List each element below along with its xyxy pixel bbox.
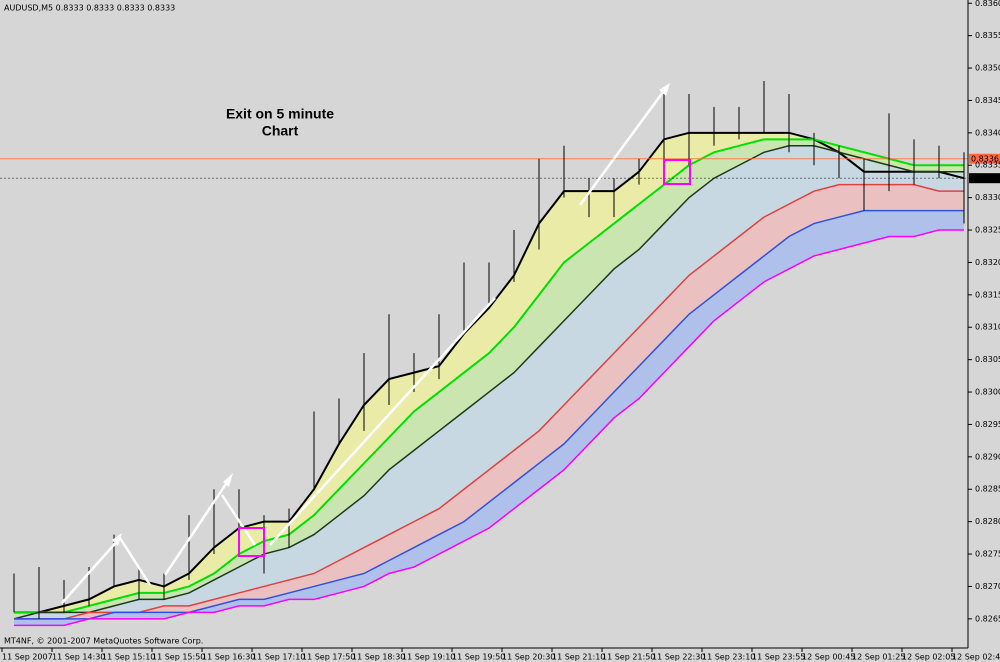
trend-arrows <box>61 87 668 604</box>
y-tick-label: 0.8335 <box>975 161 1000 170</box>
arrow-head <box>112 533 122 546</box>
y-tick-label: 0.8285 <box>975 485 1000 494</box>
x-tick-label: 11 Sep 15:50 <box>152 653 205 662</box>
x-tick-label: 11 Sep 17:50 <box>302 653 355 662</box>
x-tick-label: 11 Sep 20:30 <box>502 653 555 662</box>
overlay <box>61 83 691 604</box>
x-tick-label: 11 Sep 17:10 <box>252 653 305 662</box>
x-tick-label: 11 Sep 21:50 <box>602 653 655 662</box>
arrow-heads <box>112 83 670 546</box>
x-tick-label: 11 Sep 19:10 <box>402 653 455 662</box>
moving-average <box>14 229 964 627</box>
arrow <box>118 537 152 586</box>
moving-average <box>14 183 964 620</box>
x-tick-label: 11 Sep 19:50 <box>452 653 505 662</box>
chart-header: AUDUSD,M5 0.8333 0.8333 0.8333 0.8333 <box>4 4 175 13</box>
y-tick-label: 0.8315 <box>975 290 1000 299</box>
arrow <box>220 494 257 546</box>
annotation: Exit on 5 minute <box>226 106 334 122</box>
y-tick-label: 0.8275 <box>975 550 1000 559</box>
y-tick-label: 0.8355 <box>975 31 1000 40</box>
x-tick-label: 11 Sep 15:10 <box>102 653 155 662</box>
y-tick-label: 0.8305 <box>975 355 1000 364</box>
x-tick-label: 11 Sep 18:30 <box>352 653 405 662</box>
x-tick-label: 12 Sep 02:45 <box>952 653 1000 662</box>
y-tick-label: 0.8295 <box>975 420 1000 429</box>
price-label: 0.8336 <box>971 154 999 163</box>
annotation: Chart <box>262 123 299 139</box>
price-label: 0.8333 <box>971 174 999 183</box>
x-tick-label: 11 Sep 23:55 <box>752 653 805 662</box>
x-tick-label: 11 Sep 16:30 <box>202 653 255 662</box>
x-tick-label: 12 Sep 02:05 <box>902 653 955 662</box>
footer: MT4NF, © 2001-2007 MetaQuotes Software C… <box>4 637 203 646</box>
arrow <box>163 477 232 576</box>
arrow <box>578 87 668 206</box>
highlight-box <box>663 159 691 185</box>
moving-average <box>14 209 964 620</box>
arrow-head <box>659 83 670 96</box>
x-tick-label: 11 Sep 2007 <box>2 653 53 662</box>
x-tick-label: 11 Sep 22:30 <box>652 653 705 662</box>
x-tick-label: 12 Sep 00:45 <box>802 653 855 662</box>
y-tick-label: 0.8265 <box>975 614 1000 623</box>
y-tick-label: 0.8345 <box>975 96 1000 105</box>
arrow <box>61 537 121 604</box>
highlight-box <box>238 527 265 557</box>
x-tick-label: 12 Sep 01:25 <box>852 653 905 662</box>
arrow <box>269 297 496 546</box>
x-tick-label: 11 Sep 23:10 <box>702 653 755 662</box>
plot-area <box>0 81 968 627</box>
moving-average <box>13 145 964 620</box>
y-tick-label: 0.8325 <box>975 226 1000 235</box>
price-label-bg <box>969 173 1000 184</box>
y-tick-label: 0.8360 <box>975 0 1000 8</box>
price-label-bg <box>969 153 1000 164</box>
x-tick-label: 11 Sep 21:10 <box>552 653 605 662</box>
moving-average <box>14 138 964 614</box>
x-tick-label: 11 Sep 14:30 <box>52 653 105 662</box>
ribbon-fill <box>14 139 964 619</box>
arrow-head <box>223 473 233 487</box>
